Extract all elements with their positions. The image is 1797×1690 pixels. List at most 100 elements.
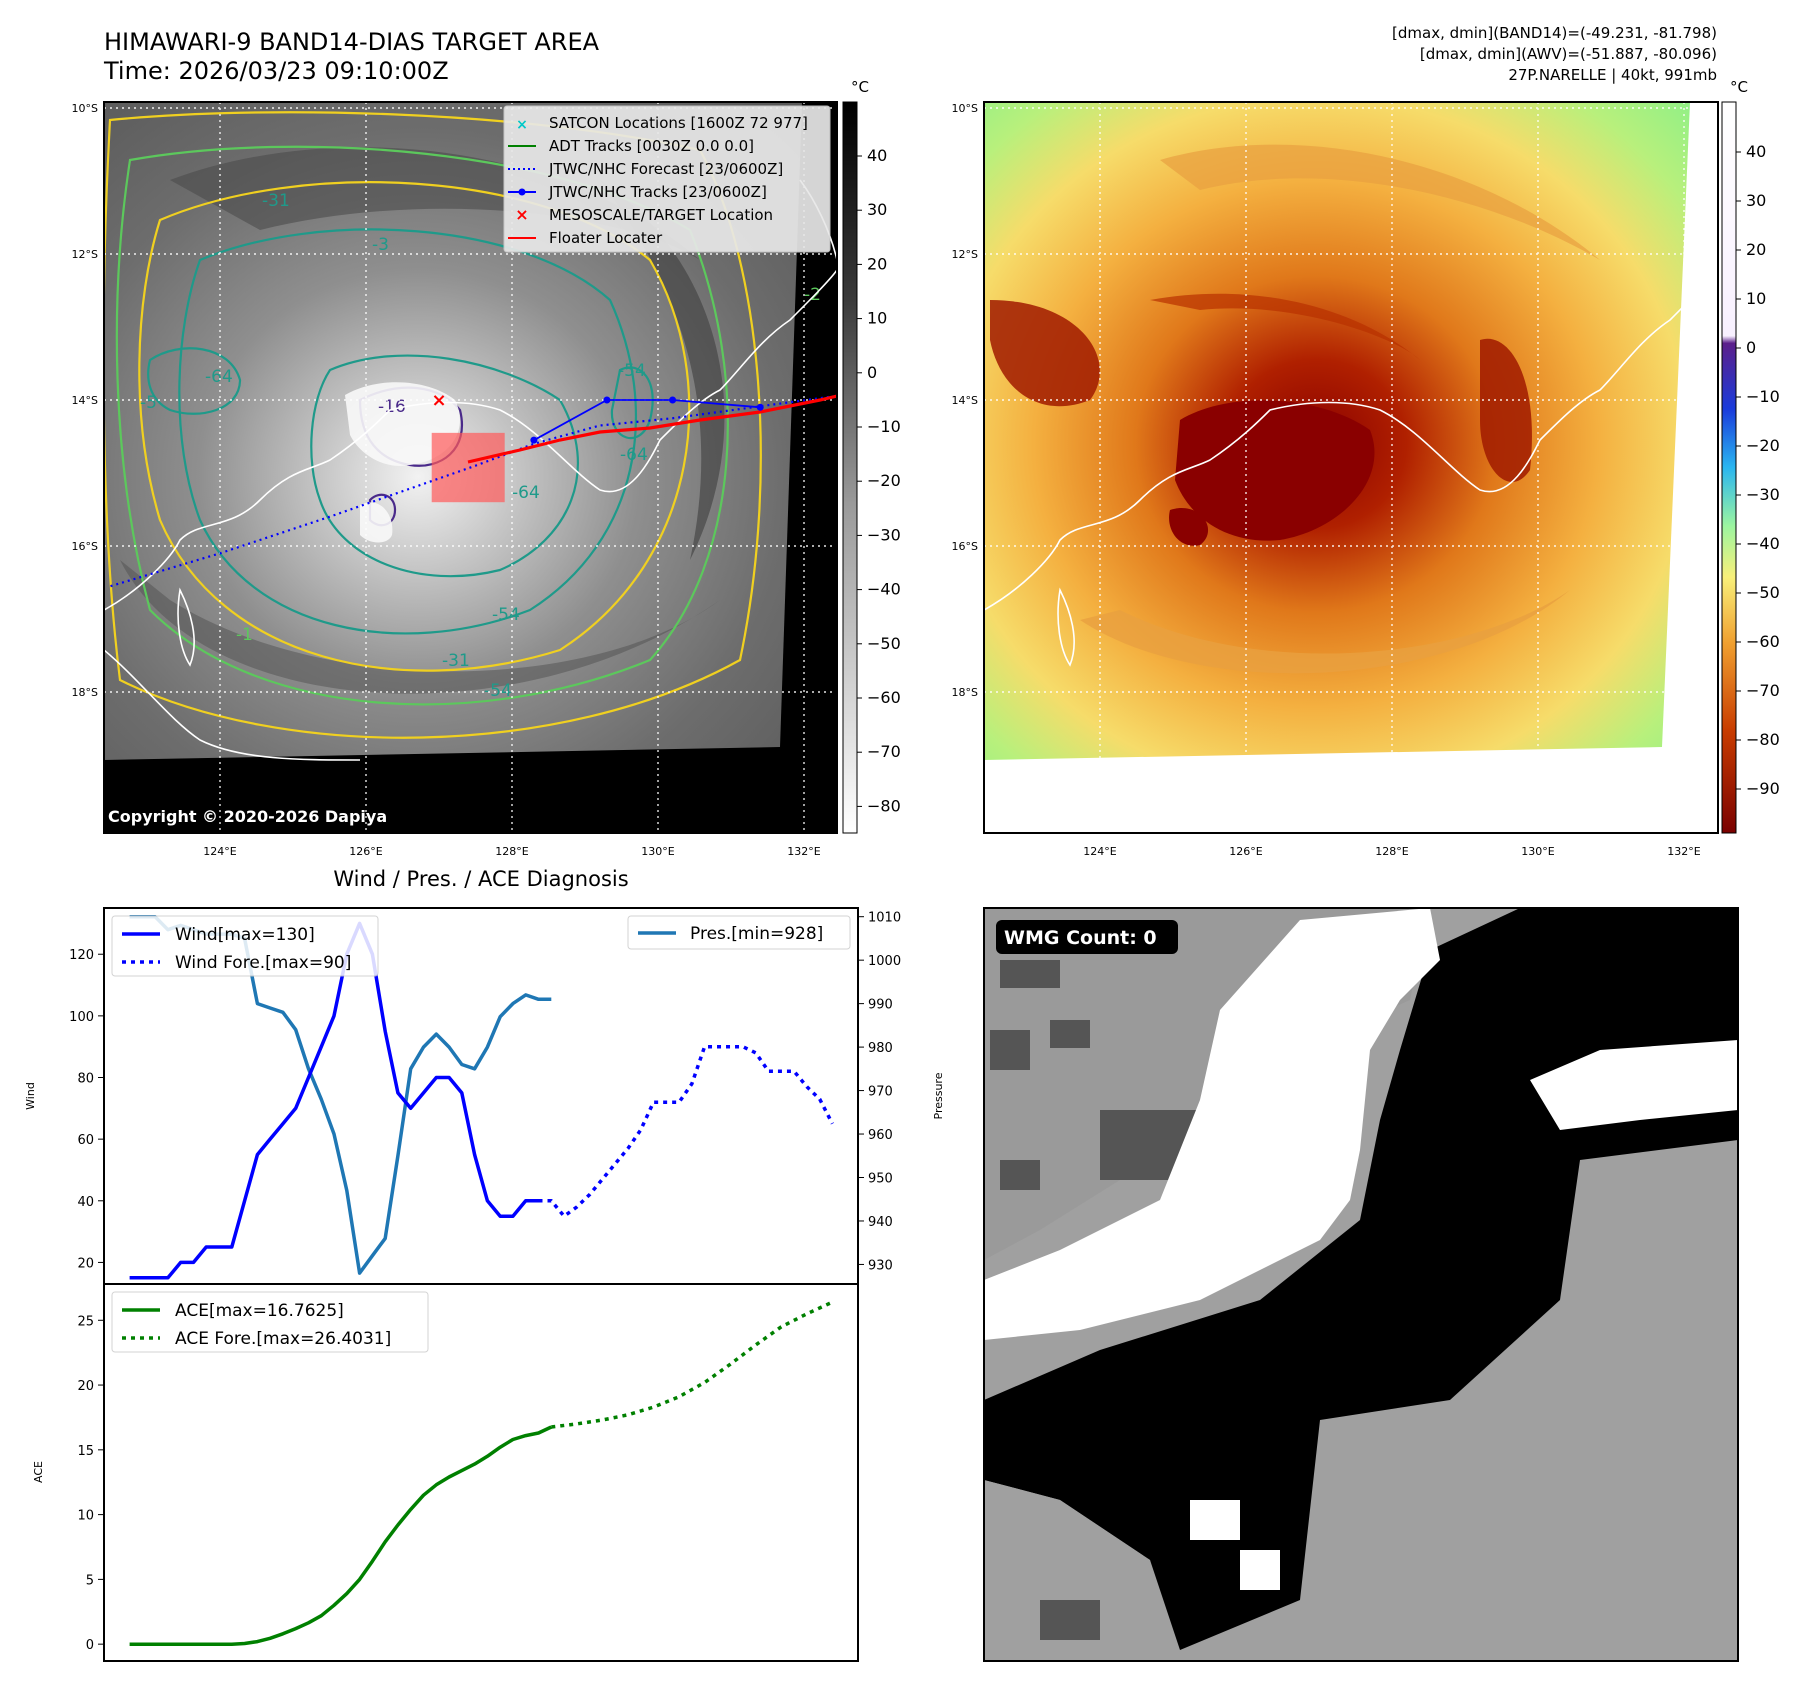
ir-colorbar: °C 40 30 20 10 0 −10 −20 −30 −40 −50 −60 −70 −80 [842, 78, 901, 834]
lon-label: 130°E [641, 845, 674, 858]
coastline [104, 269, 837, 611]
awv-map-grid [984, 102, 1718, 833]
contour-label: -31 [442, 651, 470, 671]
pressure-tick-label: 990 [868, 998, 893, 1013]
pressure-tick-label: 960 [868, 1128, 893, 1143]
legend-label: Floater Locater [549, 229, 663, 247]
colorbar-tick-label: 20 [867, 254, 887, 273]
colorbar-tick-label: −50 [1746, 583, 1780, 602]
track-point [669, 396, 677, 404]
cold-cloud-core [360, 502, 393, 543]
contour-label: -16 [378, 397, 406, 417]
awv-core [1169, 508, 1209, 546]
lat-label: 10°S [952, 102, 978, 115]
ace-axis-label: ACE [32, 1461, 45, 1483]
lon-label: 126°E [349, 845, 382, 858]
track-point [530, 436, 538, 444]
colorbar-tick-label: −10 [1746, 387, 1780, 406]
lon-label: 126°E [1229, 845, 1262, 858]
lat-label: 16°S [952, 540, 978, 553]
colorbar-tick-label: −10 [867, 417, 901, 436]
awv-map-frame [983, 101, 1719, 834]
lat-label: 18°S [952, 686, 978, 699]
wmg-count-badge [996, 920, 1178, 954]
colorbar-tick-label: −20 [1746, 436, 1780, 455]
contour-label: -64 [620, 445, 648, 465]
ir-map-panel: -31 -3 -64 -5 -16 -54 -64 -64 -54 -31 -5… [72, 78, 901, 858]
contour-label: -2 [804, 285, 821, 305]
awv-band [1160, 144, 1600, 260]
stats-band14: [dmax, dmin](BAND14)=(-49.231, -81.798) [1392, 24, 1717, 42]
target-x-marker: × [431, 390, 446, 411]
colorbar-tick-label: −60 [1746, 632, 1780, 651]
contour-label: -54 [484, 681, 512, 701]
contour-label: -54 [492, 605, 520, 625]
legend-label: JTWC/NHC Forecast [23/0600Z] [548, 160, 783, 178]
colorbar-tick-label: −20 [867, 471, 901, 490]
lon-label: 132°E [1667, 845, 1700, 858]
wind-legend: Wind[max=130] Wind Fore.[max=90] [111, 915, 379, 977]
colorbar-tick-label: −30 [1746, 485, 1780, 504]
figure-time: Time: 2026/03/23 09:10:00Z [103, 57, 449, 85]
track-point [603, 396, 611, 404]
lat-label: 14°S [72, 394, 98, 407]
coastline [1057, 587, 1075, 667]
colorbar-tick-label: −70 [1746, 681, 1780, 700]
wmg-panel: WMG Count: 0 [983, 907, 1739, 1662]
colorbar-tick-label: −40 [867, 580, 901, 599]
contour-label: -5 [140, 393, 157, 413]
contour-teal [147, 347, 242, 415]
lat-label: 16°S [72, 540, 98, 553]
target-location-marker: × [431, 390, 446, 411]
wind-tick-label: 60 [77, 1133, 94, 1148]
colorbar-tick-label: −40 [1746, 534, 1780, 553]
awv-band [1150, 293, 1420, 360]
colorbar-tick-label: −30 [867, 525, 901, 544]
wind-axis-label: Wind [24, 1082, 37, 1110]
pressure-tick-label: 970 [868, 1085, 893, 1100]
lon-label: 124°E [203, 845, 236, 858]
legend-item-jtwc-forecast: JTWC/NHC Forecast [23/0600Z] [508, 160, 783, 178]
awv-band [1080, 590, 1570, 674]
contour-teal [178, 228, 638, 635]
ace-tick-label: 20 [77, 1379, 94, 1394]
stats-awv: [dmax, dmin](AWV)=(-51.887, -80.096) [1420, 45, 1717, 63]
ace-tick-label: 25 [77, 1314, 94, 1329]
colorbar-tick-label: −60 [867, 688, 901, 707]
pressure-tick-label: 1010 [868, 911, 901, 926]
lat-label: 12°S [952, 248, 978, 261]
lon-label: 130°E [1521, 845, 1554, 858]
colorbar-tick-label: 10 [1746, 289, 1766, 308]
colorbar-tick-label: 20 [1746, 240, 1766, 259]
ace-tick-label: 0 [86, 1638, 94, 1653]
coastline [177, 587, 195, 667]
lon-label: 128°E [495, 845, 528, 858]
colorbar-unit: °C [851, 78, 869, 96]
lat-label: 14°S [952, 394, 978, 407]
colorbar-tick-label: 40 [867, 146, 887, 165]
wind-tick-label: 100 [69, 1010, 94, 1025]
ir-cloud-band [170, 147, 700, 260]
awv-band [990, 300, 1100, 407]
contour-label: -64 [205, 367, 233, 387]
lon-label: 128°E [1375, 845, 1408, 858]
colorbar-tick-label: 40 [1746, 142, 1766, 161]
wind-tick-label: 20 [77, 1256, 94, 1271]
lon-label: 124°E [1083, 845, 1116, 858]
contour-yellow [138, 181, 691, 672]
pressure-legend: Pres.[min=928] [627, 915, 851, 950]
colorbar-tick-label: −50 [867, 634, 901, 653]
ace-chart: ACE 0 5 10 15 20 25 ACE[max=16.7625] ACE Fore… [32, 1283, 859, 1662]
lon-label: 132°E [787, 845, 820, 858]
ace-legend: ACE[max=16.7625] ACE Fore.[max=26.4031] [111, 1291, 429, 1353]
svg-text:×: × [515, 205, 528, 224]
wind-tick-label: 40 [77, 1195, 94, 1210]
pressure-tick-label: 940 [868, 1215, 893, 1230]
pressure-tick-label: 930 [868, 1258, 893, 1273]
contour-label: -31 [262, 191, 290, 211]
wmg-gray-region [984, 1480, 1170, 1661]
coastline [984, 269, 1718, 611]
ir-cloud-band [120, 560, 720, 694]
lat-label: 10°S [72, 102, 98, 115]
coastline [104, 649, 361, 761]
